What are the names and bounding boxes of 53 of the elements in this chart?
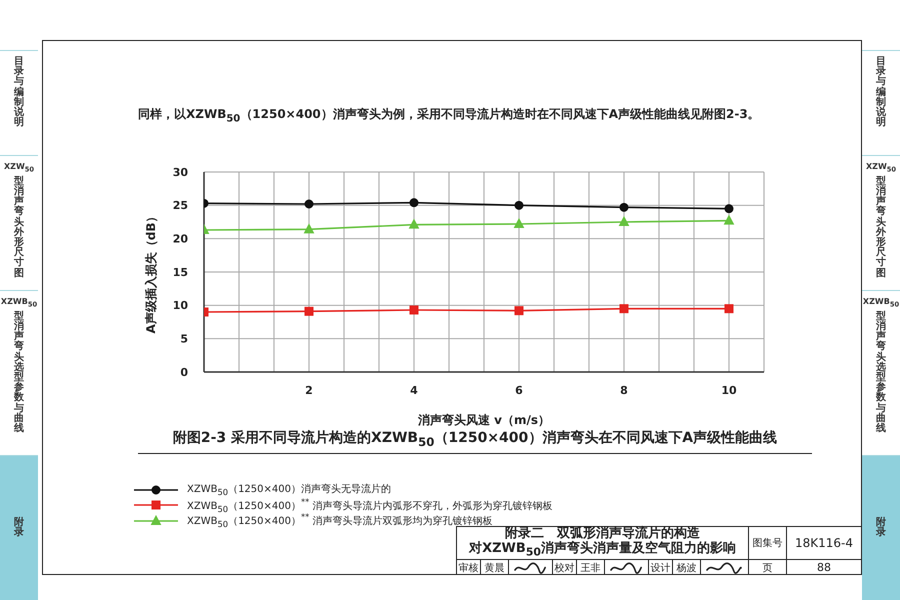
text: XZW$_{50}$型消声弯头外形尺寸图	[4, 162, 34, 279]
point	[408, 219, 419, 229]
y-tick-label: 20	[172, 232, 188, 246]
text: 88	[817, 561, 831, 574]
text: 附录	[14, 516, 24, 538]
x-tick-label: 4	[410, 384, 418, 397]
text: 图集号	[752, 537, 782, 550]
text: 目录与编制说明	[876, 56, 886, 128]
legend-label: XZWB$_{50}$（1250×400）$^{**}$ 消声弯头导流片双弧形均为穿孔镀锌钢板	[187, 512, 492, 530]
y-axis-title: A声级插入损失（dB）	[144, 210, 158, 334]
text: 目录与编制说明	[14, 56, 24, 128]
text: 黄晨	[484, 562, 504, 574]
text: 王非	[580, 562, 600, 574]
x-tick-label: 6	[515, 384, 524, 397]
text: 审核	[458, 560, 478, 574]
text: 校对	[554, 560, 574, 574]
point	[618, 216, 629, 226]
point	[304, 200, 314, 208]
point	[409, 306, 418, 314]
text: 设计	[650, 560, 670, 574]
point	[409, 198, 418, 208]
x-tick-label: 8	[620, 384, 628, 397]
y-tick-label: 10	[172, 299, 188, 312]
text: 同样，以XZWB$_{50}$（1250×400）消声弯头为例，采用不同导流片构造时在不同风速下A声级性能曲线见附图2-3。	[138, 107, 760, 124]
x-tick-label: 10	[721, 384, 737, 397]
point	[724, 304, 734, 314]
point	[619, 304, 628, 314]
point	[514, 218, 524, 228]
point	[304, 224, 314, 234]
legend-label: XZWB$_{50}$（1250×400）消声弯头无导流片的	[187, 484, 391, 498]
x-tick-label: 2	[305, 384, 313, 397]
point	[619, 202, 628, 212]
text: XZWB$_{50}$型消声弯头选型参数与曲线	[0, 297, 38, 434]
text: XZWB$_{50}$型消声弯头选型参数与曲线	[862, 297, 900, 434]
text: 对XZWB$_{50}$消声弯头消声量及空气阻力的影响	[469, 541, 736, 559]
text: XZW$_{50}$型消声弯头外形尺寸图	[866, 162, 896, 279]
point	[724, 215, 734, 225]
point	[514, 200, 524, 210]
point	[304, 306, 314, 316]
text: 页	[762, 562, 772, 574]
y-tick-label: 25	[172, 199, 188, 212]
text: 18K116-4	[794, 536, 853, 550]
x-axis-title: 消声弯头风速 v（m/s）	[416, 413, 550, 427]
point	[514, 306, 524, 316]
point	[724, 204, 734, 214]
text: 附录	[876, 516, 886, 538]
text: 附图2-3 采用不同导流片构造的XZWB$_{50}$（1250×400）消声弯头在不同风速下A声级性能曲线	[172, 430, 778, 449]
y-tick-label: 5	[180, 332, 188, 346]
legend-label: XZWB$_{50}$（1250×400）$^{**}$ 消声弯头导流片内弧形不穿孔，外弧形为穿孔镀锌钢板	[187, 496, 552, 514]
y-tick-label: 0	[180, 366, 188, 379]
y-tick-label: 15	[172, 266, 188, 279]
text: 杨波	[676, 562, 696, 574]
y-tick-label: 30	[172, 166, 188, 179]
